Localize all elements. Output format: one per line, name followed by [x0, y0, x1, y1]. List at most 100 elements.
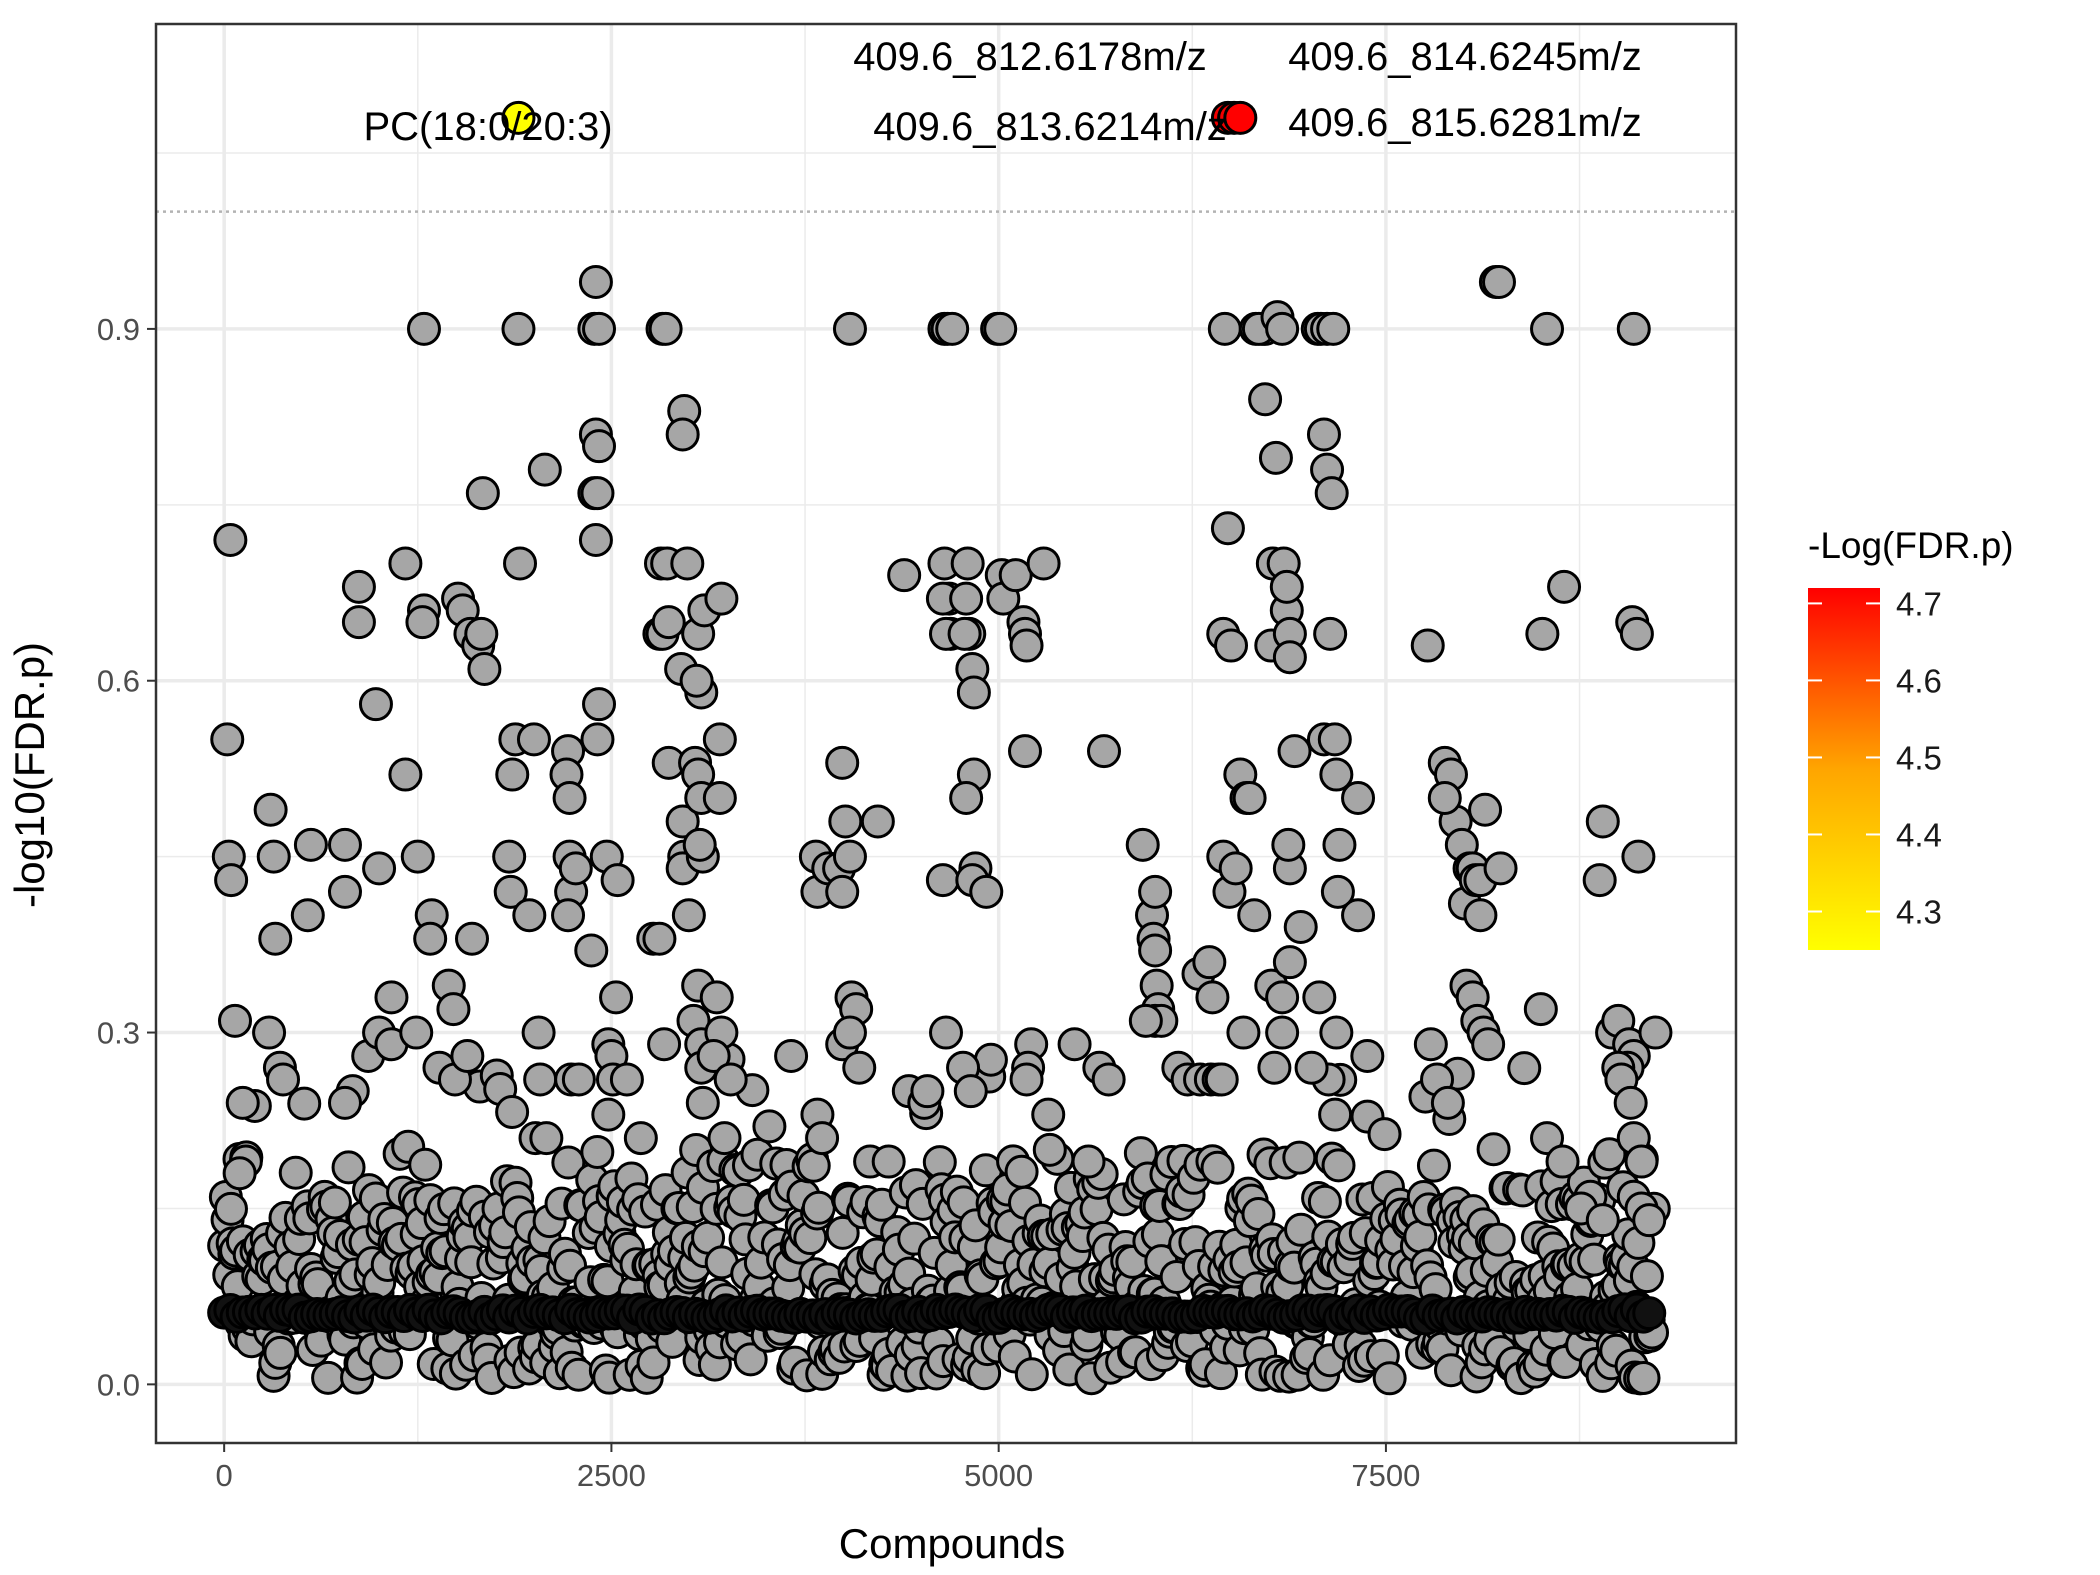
data-point: [1463, 898, 1498, 933]
data-point: [707, 1121, 742, 1156]
data-point: [327, 874, 362, 909]
data-point: [805, 1121, 840, 1156]
data-point: [969, 874, 1004, 909]
data-point: [256, 839, 291, 874]
data-point: [1317, 722, 1352, 757]
data-point: [1321, 1148, 1356, 1183]
data-point: [400, 839, 435, 874]
data-point: [327, 1085, 362, 1120]
data-point: [1294, 1050, 1329, 1085]
data-point: [1031, 1097, 1066, 1132]
data-point: [825, 1215, 860, 1250]
y-axis-title: -log10(FDR.p): [6, 642, 53, 908]
data-point: [1547, 569, 1582, 604]
data-point: [516, 722, 551, 757]
y-tick-label: 0.6: [97, 664, 140, 699]
data-point: [503, 546, 538, 581]
data-point: [1322, 827, 1357, 862]
data-point: [1632, 1203, 1667, 1238]
data-point: [1138, 933, 1173, 968]
data-point: [1258, 440, 1293, 475]
data-point: [1265, 311, 1300, 346]
y-axis-ticks: 0.0 0.3 0.6 0.9: [97, 312, 156, 1402]
data-point: [561, 1062, 596, 1097]
data-point: [1416, 1148, 1451, 1183]
data-point: [501, 311, 536, 346]
data-point: [1307, 1184, 1342, 1219]
data-point: [574, 933, 609, 968]
data-point: [1582, 863, 1617, 898]
data-point: [1313, 616, 1348, 651]
data-point: [578, 265, 613, 299]
data-point: [492, 839, 527, 874]
data-point: [1204, 1062, 1239, 1097]
data-point: [825, 874, 860, 909]
data-point: [1125, 827, 1160, 862]
panel-border: [154, 22, 1738, 1445]
data-point: [1613, 1085, 1648, 1120]
data-point: [1057, 1027, 1092, 1062]
data-point: [331, 1150, 366, 1185]
x-axis-title: Compounds: [839, 1520, 1065, 1567]
data-point: [801, 1190, 836, 1225]
data-point: [580, 722, 615, 757]
data-point: [467, 652, 502, 686]
data-point: [1207, 311, 1242, 346]
data-point: [947, 616, 982, 651]
data-point: [665, 417, 700, 452]
data-point: [887, 558, 922, 593]
data-point: [1200, 1150, 1235, 1185]
data-point: [609, 1062, 644, 1097]
data-point: [580, 476, 615, 511]
data-point: [1638, 1015, 1673, 1050]
data-point: [1341, 898, 1376, 933]
data-point: [290, 898, 325, 933]
data-point: [1272, 945, 1307, 980]
data-point: [1271, 827, 1306, 862]
data-point: [1624, 1144, 1659, 1179]
data-point: [998, 558, 1033, 593]
data-point: [551, 1145, 586, 1180]
highlighted-points: [501, 100, 1258, 135]
data-point: [1214, 628, 1249, 663]
data-point: [935, 311, 970, 346]
data-point: [1014, 1357, 1049, 1392]
x-tick-label: 2500: [577, 1458, 646, 1493]
data-point: [405, 605, 440, 640]
data-point: [293, 827, 328, 862]
data-point: [671, 898, 706, 933]
data-point: [493, 874, 528, 909]
legend-tick-label: 4.7: [1896, 585, 1942, 622]
data-point: [956, 675, 991, 710]
data-point: [642, 921, 677, 956]
data-point: [600, 863, 635, 898]
data-point: [647, 1027, 682, 1062]
data-point: [702, 722, 737, 757]
data-point: [726, 1182, 761, 1217]
data-point: [213, 523, 248, 557]
data-point: [825, 745, 860, 780]
data-point: [1468, 792, 1503, 827]
data-point: [1192, 945, 1227, 980]
data-point: [983, 311, 1018, 346]
data-point: [702, 781, 737, 815]
data-point: [733, 1342, 768, 1377]
legend-title: -Log(FDR.p): [1808, 525, 2014, 566]
data-point: [1523, 992, 1558, 1027]
data-point: [1087, 734, 1121, 769]
data-point: [263, 1335, 298, 1370]
data-point: [465, 476, 500, 511]
data-point: [551, 898, 586, 933]
data-point: [362, 851, 397, 886]
x-tick-label: 7500: [1351, 1458, 1420, 1493]
y-tick-label: 0.9: [97, 312, 140, 347]
data-point: [225, 1085, 260, 1120]
data-point: [436, 992, 471, 1027]
data-point: [580, 1134, 615, 1169]
data-point: [1226, 1015, 1261, 1050]
data-point: [1272, 640, 1307, 675]
data-point: [521, 1015, 556, 1050]
data-point: [842, 1050, 877, 1085]
annotation-pc-label: PC(18:0/20:3): [363, 105, 612, 149]
data-point: [1283, 910, 1318, 944]
